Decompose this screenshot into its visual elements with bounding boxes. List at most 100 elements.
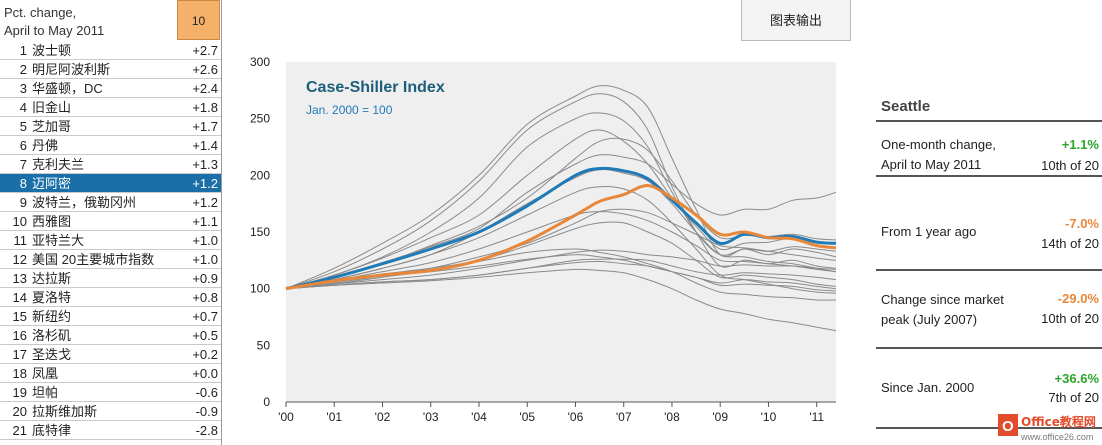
ranking-city: 明尼阿波利斯 bbox=[32, 62, 111, 77]
ranking-rank: 13 bbox=[12, 271, 27, 286]
ranking-value: +0.0 bbox=[192, 366, 218, 381]
ranking-rank: 4 bbox=[19, 100, 27, 115]
background-series-line bbox=[285, 268, 837, 332]
ranking-city: 洛杉矶 bbox=[32, 328, 72, 343]
background-series-line bbox=[285, 129, 837, 290]
stat-label-line2: April to May 2011 bbox=[881, 157, 982, 172]
ranking-value: -0.9 bbox=[195, 404, 218, 419]
month-selector-cell[interactable]: 10 bbox=[177, 0, 220, 40]
ranking-value: +1.3 bbox=[192, 157, 218, 172]
ranking-value: +0.2 bbox=[192, 347, 218, 362]
ranking-row[interactable]: 3 华盛顿，DC +2.4 bbox=[0, 79, 222, 98]
ranking-value: +1.0 bbox=[192, 233, 218, 248]
ranking-rank: 11 bbox=[13, 233, 28, 248]
ranking-row[interactable]: 16 洛杉矶 +0.5 bbox=[0, 326, 222, 345]
ranking-city: 芝加哥 bbox=[32, 119, 72, 134]
divider bbox=[876, 427, 1102, 429]
divider bbox=[876, 175, 1102, 177]
y-tick-label: 100 bbox=[250, 282, 270, 296]
city-stats-panel: Seattle One-month change, April to May 2… bbox=[876, 94, 1102, 445]
stat-rank: 10th of 20 bbox=[1041, 158, 1099, 173]
ranking-city: 华盛顿，DC bbox=[32, 81, 103, 96]
ranking-city: 达拉斯 bbox=[32, 271, 72, 286]
ranking-city: 美国 20主要城市指数 bbox=[32, 252, 155, 267]
ranking-row[interactable]: 6 丹佛 +1.4 bbox=[0, 136, 222, 155]
ranking-row[interactable]: 12 美国 20主要城市指数 +1.0 bbox=[0, 250, 222, 269]
background-series-line bbox=[285, 260, 837, 292]
ranking-row[interactable]: 4 旧金山 +1.8 bbox=[0, 98, 222, 117]
ranking-row[interactable]: 2 明尼阿波利斯 +2.6 bbox=[0, 60, 222, 79]
background-series-line bbox=[285, 185, 837, 294]
panel-divider bbox=[221, 0, 222, 445]
ranking-row[interactable]: 21 底特律 -2.8 bbox=[0, 421, 222, 440]
case-shiller-chart: 0 50 100 150 200 250 300 '00 '01 '02 '03 '04 '05 '06… bbox=[240, 45, 840, 440]
ranking-row[interactable]: 1 波士顿 +2.7 bbox=[0, 41, 222, 60]
x-tick-label: '08 bbox=[664, 410, 680, 424]
ranking-value: +2.6 bbox=[192, 62, 218, 77]
ranking-value: +1.7 bbox=[192, 119, 218, 134]
ranking-value: +0.8 bbox=[192, 290, 218, 305]
ranking-row[interactable]: 7 克利夫兰 +1.3 bbox=[0, 155, 222, 174]
ranking-panel: Pct. change, April to May 2011 10 1 波士顿 +2… bbox=[0, 0, 222, 445]
ranking-list: 1 波士顿 +2.7 2 明尼阿波利斯 +2.6 3 华盛顿，DC +2.4 4 旧金山 +1.8 5 芝… bbox=[0, 41, 222, 440]
watermark-logo: O Office教程网 www.office26.com bbox=[998, 414, 1096, 442]
x-tick-label: '02 bbox=[375, 410, 391, 424]
x-tick-label: '03 bbox=[423, 410, 439, 424]
ranking-city: 凤凰 bbox=[32, 366, 59, 381]
ranking-rank: 12 bbox=[12, 252, 27, 267]
ranking-rank: 20 bbox=[12, 404, 27, 419]
x-tick-label: '01 bbox=[326, 410, 342, 424]
ranking-row[interactable]: 13 达拉斯 +0.9 bbox=[0, 269, 222, 288]
stat-label-line1: From 1 year ago bbox=[881, 224, 977, 239]
stat-change: -29.0% bbox=[1057, 291, 1099, 306]
export-chart-button[interactable]: 图表输出 bbox=[741, 0, 851, 41]
ranking-rank: 2 bbox=[19, 62, 27, 77]
x-tick-label: '10 bbox=[761, 410, 777, 424]
divider bbox=[876, 120, 1102, 122]
watermark-icon-bg bbox=[998, 414, 1018, 436]
stat-change: +36.6% bbox=[1054, 371, 1099, 386]
ranking-city: 底特律 bbox=[32, 423, 72, 438]
watermark-brand: Office教程网 bbox=[1021, 414, 1096, 429]
ranking-city: 波士顿 bbox=[32, 43, 72, 58]
ranking-row[interactable]: 20 拉斯维加斯 -0.9 bbox=[0, 402, 222, 421]
ranking-row[interactable]: 11 亚特兰大 +1.0 bbox=[0, 231, 222, 250]
ranking-city: 克利夫兰 bbox=[32, 157, 85, 172]
stat-rank: 14th of 20 bbox=[1041, 236, 1099, 251]
ranking-city: 圣迭戈 bbox=[32, 347, 72, 362]
series-line-seattle bbox=[285, 184, 837, 291]
watermark-url: www.office26.com bbox=[1020, 432, 1093, 442]
ranking-value: +1.1 bbox=[192, 214, 218, 229]
ranking-row[interactable]: 5 芝加哥 +1.7 bbox=[0, 117, 222, 136]
background-series-line bbox=[285, 249, 837, 290]
ranking-rank: 16 bbox=[12, 328, 27, 343]
ranking-row[interactable]: 9 波特兰，俄勒冈州 +1.2 bbox=[0, 193, 222, 212]
ranking-row[interactable]: 8 迈阿密 +1.2 bbox=[0, 174, 222, 193]
background-series-line bbox=[285, 221, 837, 290]
ranking-row[interactable]: 10 西雅图 +1.1 bbox=[0, 212, 222, 231]
ranking-rank: 14 bbox=[12, 290, 27, 305]
ranking-row[interactable]: 18 凤凰 +0.0 bbox=[0, 364, 222, 383]
highlight-series-group bbox=[285, 166, 837, 291]
background-series-group bbox=[285, 85, 837, 332]
chart-subtitle: Jan. 2000 = 100 bbox=[306, 103, 393, 117]
ranking-rank: 5 bbox=[19, 119, 27, 134]
y-tick-label: 300 bbox=[250, 55, 270, 69]
x-tick-label: '00 bbox=[278, 410, 294, 424]
stat-change: -7.0% bbox=[1065, 216, 1099, 231]
stat-label-line1: Since Jan. 2000 bbox=[881, 380, 975, 395]
ranking-rank: 10 bbox=[12, 214, 27, 229]
x-axis: '00 '01 '02 '03 '04 '05 '06 '07 '08 '09 '10 '11 bbox=[278, 402, 824, 424]
ranking-row[interactable]: 19 坦帕 -0.6 bbox=[0, 383, 222, 402]
ranking-rank: 3 bbox=[19, 81, 27, 96]
ranking-value: +0.7 bbox=[192, 309, 218, 324]
chart-title: Case-Shiller Index bbox=[306, 79, 445, 96]
ranking-header-line1: Pct. change, bbox=[4, 5, 77, 20]
ranking-row[interactable]: 15 新纽约 +0.7 bbox=[0, 307, 222, 326]
y-tick-label: 0 bbox=[263, 395, 270, 409]
ranking-row[interactable]: 14 夏洛特 +0.8 bbox=[0, 288, 222, 307]
ranking-city: 坦帕 bbox=[32, 385, 59, 400]
ranking-city: 新纽约 bbox=[32, 309, 72, 324]
ranking-row[interactable]: 17 圣迭戈 +0.2 bbox=[0, 345, 222, 364]
ranking-rank: 9 bbox=[19, 195, 27, 210]
